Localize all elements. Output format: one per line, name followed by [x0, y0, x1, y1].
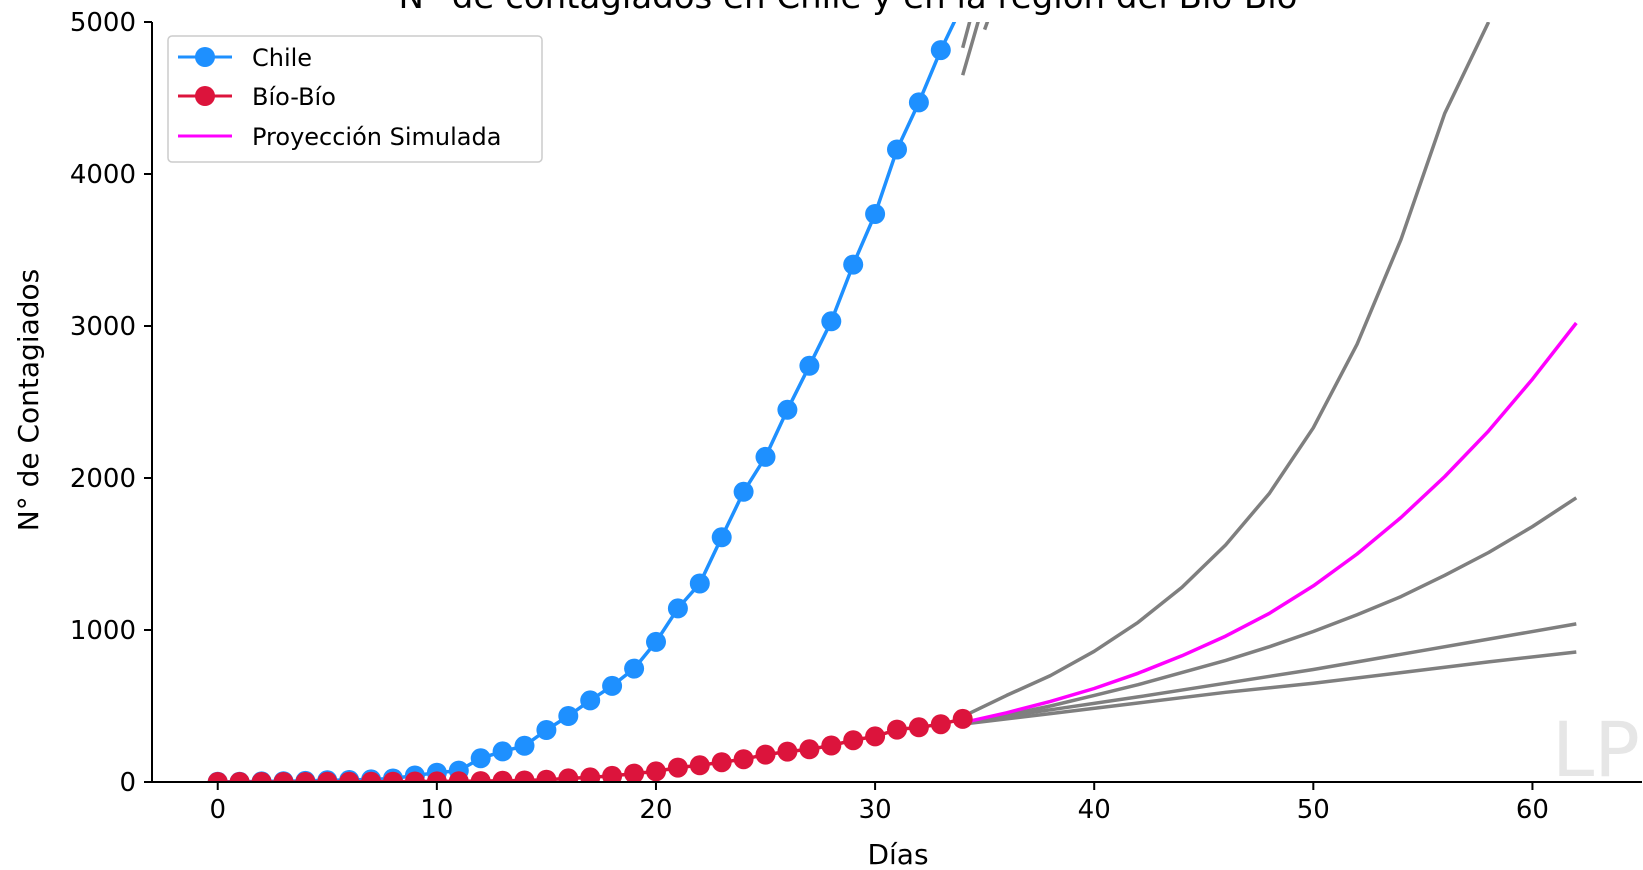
chile-point-21	[667, 598, 688, 619]
x-tick-label-10: 10	[420, 795, 453, 825]
chile-point-31	[887, 139, 907, 160]
legend-label-chile: Chile	[252, 44, 312, 72]
chile-point-20	[646, 631, 666, 652]
chile-point-18	[602, 675, 623, 696]
biobio-point-20	[646, 761, 666, 782]
biobio-point-17	[580, 767, 601, 782]
y-tick-label-4000: 4000	[70, 160, 136, 190]
biobio-point-27	[799, 739, 820, 760]
chile-point-17	[580, 690, 601, 711]
chile-point-33	[930, 40, 951, 61]
y-tick-label-5000: 5000	[70, 8, 136, 38]
x-tick-label-40: 40	[1078, 795, 1111, 825]
biobio-point-16	[558, 768, 579, 782]
chile-point-15	[536, 720, 557, 740]
y-tick-label-1000: 1000	[70, 616, 136, 646]
y-tick-label-0: 0	[119, 768, 136, 798]
y-axis-label: N° de Contagiados	[12, 269, 45, 532]
chile-point-19	[624, 658, 645, 679]
biobio-point-10	[426, 771, 447, 782]
biobio-point-23	[711, 752, 732, 773]
x-tick-label-0: 0	[209, 795, 226, 825]
legend-box	[167, 35, 543, 163]
biobio-point-14	[514, 770, 535, 782]
biobio-point-19	[624, 763, 645, 782]
axes: 0 10 20 30 40 50 60 0 1000 2000 3000 4000 5000	[70, 8, 1642, 825]
chart-title: N° de contagiados en Chile y en la regió…	[399, 0, 1298, 17]
biobio-point-31	[887, 719, 907, 740]
chile-point-29	[843, 254, 864, 275]
biobio-point-5	[317, 771, 338, 782]
legend: Chile Bío-Bío Proyección Simulada	[167, 35, 543, 163]
biobio-point-33	[930, 714, 951, 735]
chile-point-13	[492, 741, 513, 762]
chile-point-27	[799, 355, 820, 376]
biobio-point-26	[777, 741, 798, 762]
biobio-point-11	[448, 771, 469, 782]
legend-marker-chile	[195, 47, 215, 67]
chile-point-32	[908, 92, 929, 113]
scenario-line-4	[961, 22, 980, 76]
biobio-point-4	[295, 772, 316, 782]
biobio-point-1	[229, 772, 250, 782]
watermark-text: LP	[1552, 705, 1640, 794]
legend-marker-biobio	[195, 86, 215, 106]
biobio-point-2	[251, 772, 272, 782]
series-line-projection	[962, 321, 1578, 725]
biobio-point-13	[492, 770, 513, 782]
chile-point-16	[558, 706, 579, 726]
biobio-point-3	[273, 772, 294, 782]
biobio-point-30	[865, 726, 886, 747]
chile-point-23	[711, 527, 732, 548]
x-tick-label-50: 50	[1297, 795, 1330, 825]
scenario-line-3	[962, 650, 1577, 726]
biobio-point-9	[404, 771, 425, 782]
biobio-point-15	[536, 769, 557, 782]
biobio-point-25	[755, 744, 776, 765]
scenario-line-1	[962, 496, 1578, 726]
plot-area	[207, 22, 1578, 782]
y-tick-label-2000: 2000	[70, 464, 136, 494]
chile-point-30	[865, 204, 886, 224]
y-tick-label-3000: 3000	[70, 312, 136, 342]
chile-point-26	[777, 399, 798, 420]
x-tick-label-20: 20	[639, 795, 672, 825]
biobio-point-29	[843, 730, 864, 751]
biobio-point-21	[667, 757, 688, 778]
legend-label-biobio: Bío-Bío	[252, 83, 336, 111]
chile-point-22	[689, 573, 710, 594]
chile-point-24	[733, 481, 754, 502]
biobio-point-7	[361, 771, 382, 782]
biobio-point-22	[689, 755, 710, 776]
biobio-point-8	[383, 771, 403, 782]
biobio-point-12	[470, 771, 491, 782]
biobio-point-6	[339, 771, 360, 782]
x-tick-label-30: 30	[859, 795, 892, 825]
scenario-line-0	[961, 22, 1491, 719]
biobio-point-18	[602, 765, 623, 782]
scenario-line-5	[961, 22, 972, 49]
chile-point-14	[514, 735, 535, 756]
scenario-line-2	[962, 622, 1577, 725]
x-tick-label-60: 60	[1516, 795, 1549, 825]
chile-point-28	[821, 311, 842, 332]
biobio-point-24	[733, 749, 754, 770]
x-axis-label: Días	[867, 838, 928, 870]
chile-point-12	[470, 748, 491, 769]
biobio-point-28	[821, 735, 842, 756]
biobio-point-32	[908, 717, 929, 738]
legend-label-projection: Proyección Simulada	[252, 123, 501, 151]
biobio-point-0	[207, 772, 228, 782]
chile-point-25	[755, 446, 776, 467]
biobio-point-34	[952, 708, 973, 729]
